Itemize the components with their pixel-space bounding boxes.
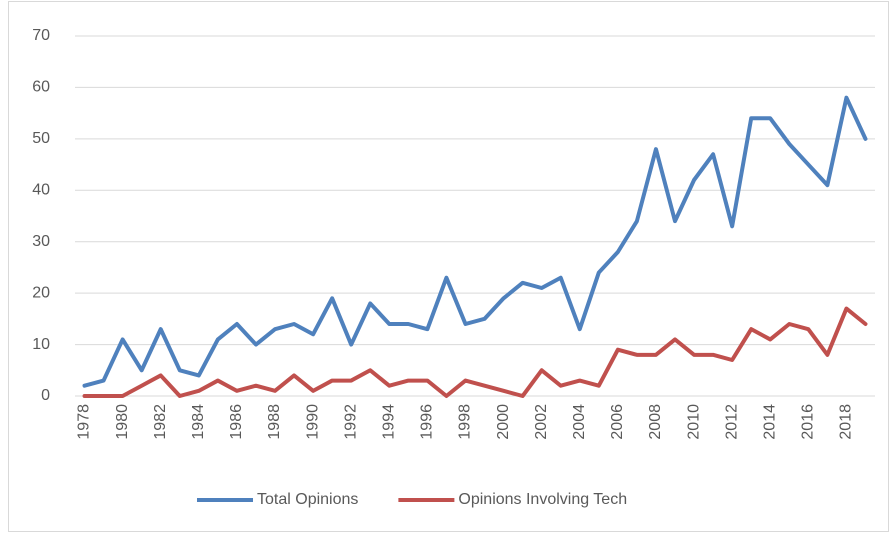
x-tick-label: 1980 <box>114 404 131 440</box>
line-series <box>82 95 868 388</box>
y-tick-label: 0 <box>41 387 50 404</box>
x-tick-label: 1986 <box>228 404 245 440</box>
x-tick-label: 1978 <box>76 404 93 440</box>
line-series <box>82 306 868 398</box>
x-tick-label: 2008 <box>647 404 664 440</box>
x-tick-label: 1996 <box>419 404 436 440</box>
x-tick-label: 1984 <box>190 404 207 440</box>
x-tick-label: 2006 <box>609 404 626 440</box>
legend-label: Total Opinions <box>257 491 358 508</box>
x-tick-label: 2010 <box>685 404 702 440</box>
x-tick-label: 1988 <box>266 404 283 440</box>
x-tick-label: 1994 <box>381 404 398 440</box>
x-tick-label: 2018 <box>838 404 855 440</box>
y-tick-label: 30 <box>32 233 50 250</box>
x-tick-label: 2012 <box>723 404 740 440</box>
x-tick-label: 2016 <box>800 404 817 440</box>
x-tick-label: 2004 <box>571 404 588 440</box>
chart-border <box>8 1 889 532</box>
x-tick-label: 1990 <box>304 404 321 440</box>
x-tick-label: 1982 <box>152 404 169 440</box>
y-tick-label: 60 <box>32 79 50 96</box>
y-tick-label: 70 <box>32 27 50 44</box>
y-tick-label: 20 <box>32 284 50 301</box>
y-tick-label: 10 <box>32 336 50 353</box>
x-tick-label: 2014 <box>761 404 778 440</box>
x-tick-label: 1992 <box>342 404 359 440</box>
x-tick-label: 2002 <box>533 404 550 440</box>
y-tick-label: 40 <box>32 182 50 199</box>
y-tick-label: 50 <box>32 130 50 147</box>
x-tick-label: 2000 <box>495 404 512 440</box>
x-tick-label: 1998 <box>457 404 474 440</box>
legend-label: Opinions Involving Tech <box>458 491 627 508</box>
